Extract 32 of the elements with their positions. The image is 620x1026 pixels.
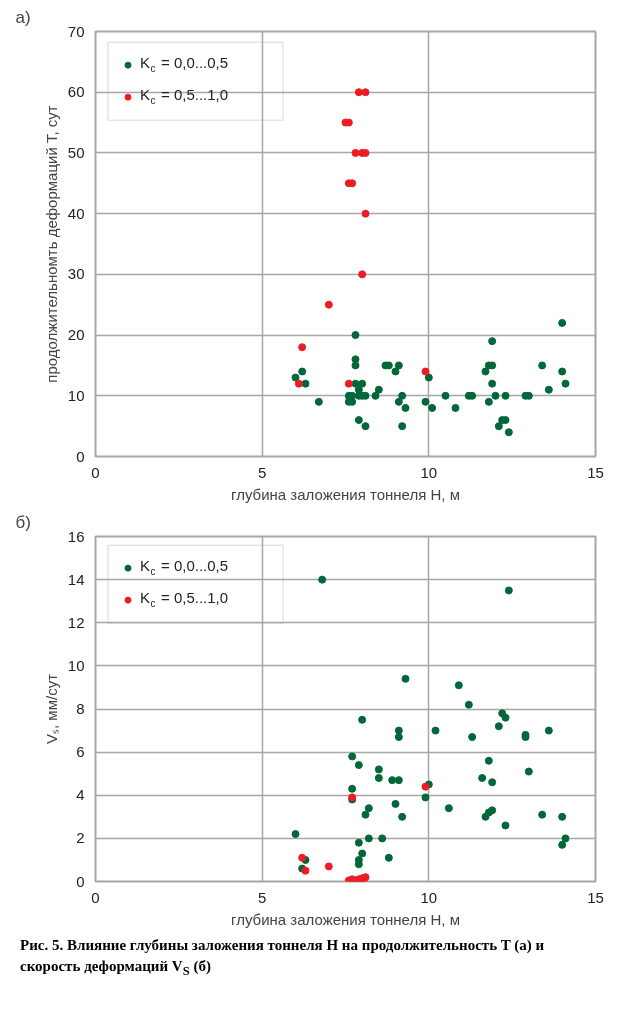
x-tick-label: 10 xyxy=(420,463,438,481)
y-axis-title: Vₛ, мм/сут xyxy=(42,673,60,744)
y-tick-label: 10 xyxy=(67,386,85,404)
y-tick-label: 60 xyxy=(67,83,85,101)
chart-title: б) xyxy=(15,512,31,532)
y-tick-label: 0 xyxy=(76,872,85,890)
x-tick-label: 0 xyxy=(91,888,100,906)
text: Рис. 5. Влияние глубины заложения тоннеля H на продолжительность T (а) и скорость деформаций V$_{S}$ (б) xyxy=(20,936,546,980)
y-tick-label: 16 xyxy=(67,527,85,545)
y-axis-title: продолжительномть деформаций T, сут xyxy=(42,105,60,383)
chart-title: а) xyxy=(15,7,31,27)
x-tick-label: 5 xyxy=(258,888,267,906)
y-tick-label: 4 xyxy=(76,786,85,804)
x-tick-label: 5 xyxy=(258,463,267,481)
x-tick-label: 15 xyxy=(587,463,604,481)
y-tick-label: 10 xyxy=(67,656,85,674)
y-tick-label: 8 xyxy=(76,700,85,717)
y-tick-label: 70 xyxy=(67,22,85,40)
y-tick-label: 0 xyxy=(76,447,85,465)
y-tick-label: 14 xyxy=(67,570,85,588)
y-tick-label: 6 xyxy=(76,743,85,761)
y-tick-label: 50 xyxy=(67,143,85,161)
y-tick-label: 2 xyxy=(76,829,85,847)
y-tick-label: 40 xyxy=(67,204,85,222)
x-tick-label: 10 xyxy=(420,888,438,906)
y-tick-label: 12 xyxy=(67,613,85,631)
y-tick-label: 30 xyxy=(67,265,85,283)
x-tick-label: 0 xyxy=(91,463,100,481)
x-axis-title: глубина заложения тоннеля H, м xyxy=(231,485,460,503)
x-axis-title: глубина заложения тоннеля H, м xyxy=(231,910,460,928)
y-tick-label: 20 xyxy=(67,326,85,344)
x-tick-label: 15 xyxy=(587,888,604,906)
